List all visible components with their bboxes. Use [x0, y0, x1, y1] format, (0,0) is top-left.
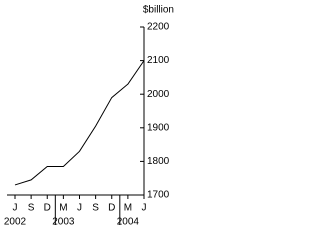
x-tick-label: D — [108, 203, 115, 214]
y-unit: $billion — [143, 5, 174, 16]
x-tick-label: S — [28, 203, 35, 214]
y-tick-label: 1800 — [147, 156, 170, 167]
x-tick-label: M — [124, 203, 132, 214]
y-tick-label: 2000 — [147, 89, 170, 100]
x-tick-label: D — [44, 203, 51, 214]
line — [14, 60, 145, 186]
x-tick-label: J — [142, 203, 147, 214]
x-group-label: 2002 — [4, 217, 27, 228]
x-tick-label: J — [13, 203, 18, 214]
y-tick-label: 2100 — [147, 55, 170, 66]
y-tick-label: 1900 — [147, 122, 170, 133]
x-tick-label: S — [92, 203, 99, 214]
y-tick-label: 1700 — [147, 190, 170, 201]
x-tick-label: J — [77, 203, 82, 214]
x-group-label: 2003 — [52, 217, 75, 228]
x-group-label: 2004 — [117, 217, 140, 228]
x-tick-label: M — [59, 203, 67, 214]
y-tick-label: 2200 — [147, 22, 170, 33]
page: $billion 1700 1800 1900 2000 2100 2200 J S D M J S D… — [3, 4, 174, 228]
